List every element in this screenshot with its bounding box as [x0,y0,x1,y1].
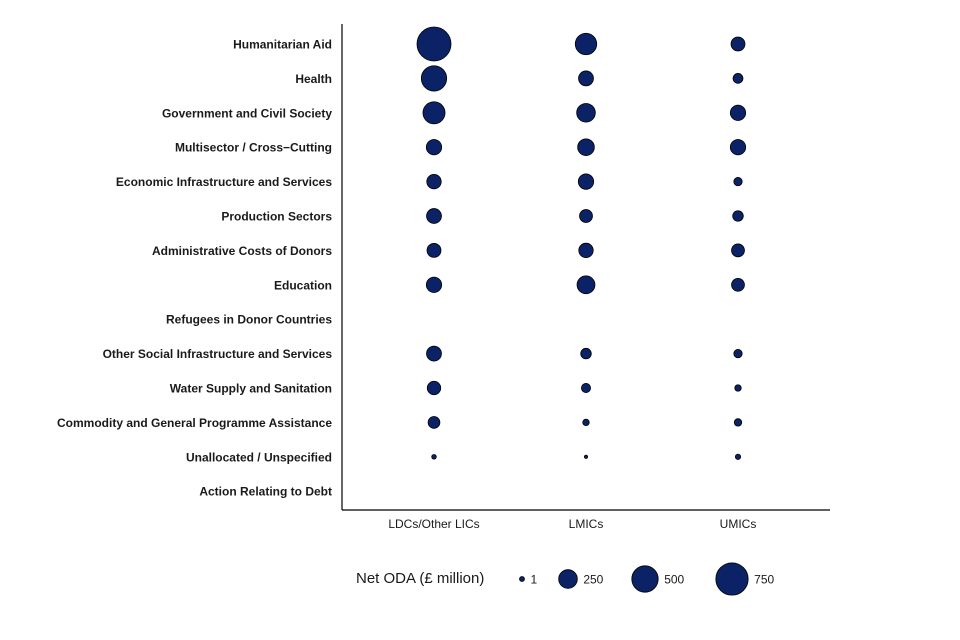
y-tick-label: Humanitarian Aid [233,38,332,52]
bubble-point [731,243,745,258]
legend-symbol [558,569,578,589]
bubble-point [579,209,593,223]
bubble-point [416,26,452,62]
legend-label: 250 [583,573,603,587]
bubble-point [580,347,592,360]
bubble-point [733,418,743,427]
bubble-point [427,416,441,429]
x-tick-label: LDCs/Other LICs [388,517,479,531]
y-tick-label: Other Social Infrastructure and Services [103,347,333,361]
x-axis-labels: LDCs/Other LICs LMICs UMICs [388,517,756,531]
legend-symbol [519,576,525,582]
bubble-point [733,349,743,359]
y-tick-label: Refugees in Donor Countries [166,313,332,327]
bubble-point [426,208,442,224]
bubble-layer [416,26,747,460]
bubble-point [576,275,596,295]
y-tick-label: Education [274,278,332,292]
y-tick-label: Government and Civil Society [162,106,332,120]
bubble-point [431,454,437,460]
bubble-point [729,139,747,156]
bubble-point [731,277,745,292]
bubble-point [577,173,595,190]
bubble-point [581,383,591,393]
bubble-point [577,138,595,156]
y-tick-label: Water Supply and Sanitation [170,382,332,396]
legend-symbol [715,562,749,596]
y-tick-label: Action Relating to Debt [199,485,332,499]
y-tick-label: Administrative Costs of Donors [152,244,332,258]
y-tick-label: Unallocated / Unspecified [186,450,332,464]
bubble-point [426,380,442,396]
bubble-point [420,65,448,92]
bubble-point [422,101,446,125]
y-axis-labels: Humanitarian Aid Health Government and Civ… [57,38,332,499]
bubble-point [574,32,598,56]
y-tick-label: Commodity and General Programme Assistan… [57,416,332,430]
legend-title: Net ODA (£ million) [356,570,484,587]
bubble-point [733,177,743,187]
legend-label: 500 [664,573,684,587]
bubble-point [732,73,744,84]
y-tick-label: Multisector / Cross−Cutting [175,141,332,155]
bubble-point [426,173,442,190]
y-tick-label: Health [295,72,332,86]
bubble-point [729,104,747,121]
y-tick-label: Production Sectors [221,210,332,224]
bubble-point [734,453,742,460]
x-tick-label: UMICs [720,517,757,531]
legend-symbol [631,565,659,593]
bubble-point [578,70,594,87]
legend-label: 750 [754,573,774,587]
y-tick-label: Economic Infrastructure and Services [116,175,332,189]
legend: Net ODA (£ million) 1 250 500 750 [356,562,775,596]
bubble-point [425,139,443,156]
bubble-point [732,210,744,222]
x-tick-label: LMICs [569,517,604,531]
bubble-point [730,36,746,52]
bubble-point [582,418,590,427]
legend-label: 1 [531,573,538,587]
bubble-point [578,242,594,259]
bubble-point [426,345,442,362]
bubble-point [734,384,742,392]
bubble-point [583,454,589,459]
bubble-point [576,103,596,123]
bubble-point [426,243,442,258]
bubble-point [425,276,443,293]
